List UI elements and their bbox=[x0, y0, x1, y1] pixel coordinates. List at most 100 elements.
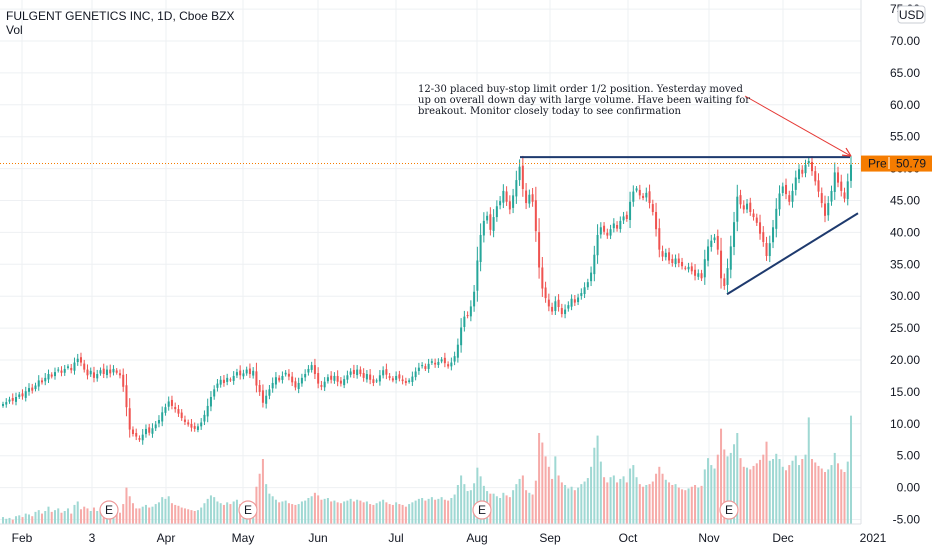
volume-bar bbox=[430, 497, 433, 524]
candle-body bbox=[248, 368, 251, 375]
candle-body bbox=[645, 192, 648, 198]
volume-bar bbox=[713, 468, 716, 524]
candle-body bbox=[606, 232, 609, 236]
candle-body bbox=[824, 203, 827, 216]
candle-body bbox=[632, 191, 635, 202]
candle-body bbox=[86, 369, 89, 376]
volume-bar bbox=[460, 475, 463, 524]
candle-body bbox=[684, 267, 687, 269]
candle-body bbox=[762, 232, 765, 242]
earnings-marker bbox=[472, 500, 492, 520]
candle-body bbox=[265, 395, 268, 404]
candle-body bbox=[619, 220, 622, 230]
volume-bar bbox=[752, 465, 755, 524]
volume-bar bbox=[690, 486, 693, 524]
candle-body bbox=[200, 422, 203, 427]
volume-bar bbox=[356, 499, 359, 524]
annotation-line-2: up on overall down day with large volume… bbox=[418, 95, 750, 106]
candle-body bbox=[378, 375, 381, 382]
volume-bar bbox=[183, 508, 186, 524]
volume-bar bbox=[226, 502, 229, 524]
volume-bar bbox=[434, 499, 437, 524]
volume-bar bbox=[378, 501, 381, 524]
volume-bar bbox=[469, 490, 472, 524]
volume-bar bbox=[92, 507, 95, 524]
volume-bar bbox=[573, 490, 576, 524]
volume-bar bbox=[843, 472, 846, 524]
volume-indicator-label: Vol bbox=[6, 23, 23, 37]
candle-body bbox=[479, 234, 482, 263]
volume-bar bbox=[729, 452, 732, 524]
candle-body bbox=[560, 308, 563, 315]
candle-body bbox=[177, 409, 180, 414]
candle-body bbox=[521, 165, 524, 190]
volume-bar bbox=[138, 508, 141, 524]
volume-bar bbox=[791, 460, 794, 524]
candle-body bbox=[755, 217, 758, 223]
volume-bar bbox=[76, 501, 79, 524]
candle-body bbox=[141, 434, 144, 441]
volume-bar bbox=[518, 478, 521, 524]
candle-body bbox=[443, 357, 446, 364]
volume-bar bbox=[801, 459, 804, 524]
candle-body bbox=[50, 374, 53, 377]
candle-body bbox=[476, 260, 479, 291]
volume-bar bbox=[846, 461, 849, 524]
volume-bar bbox=[440, 497, 443, 524]
volume-bar bbox=[255, 486, 258, 524]
volume-bar bbox=[668, 482, 671, 524]
candle-body bbox=[830, 190, 833, 202]
volume-bar bbox=[547, 466, 550, 524]
price-tick-label: 25.00 bbox=[890, 321, 920, 335]
candle-body bbox=[775, 208, 778, 229]
volume-bar bbox=[726, 456, 729, 524]
volume-bar bbox=[749, 469, 752, 524]
candle-body bbox=[190, 423, 193, 428]
volume-bar bbox=[450, 498, 453, 524]
price-tick-label: 10.00 bbox=[890, 417, 920, 431]
volume-bar bbox=[781, 466, 784, 524]
candle-body bbox=[125, 385, 128, 408]
candle-body bbox=[365, 374, 368, 380]
volume-bar bbox=[694, 485, 697, 524]
price-tick-label: 70.00 bbox=[890, 34, 920, 48]
volume-bar bbox=[817, 465, 820, 524]
candle-body bbox=[785, 184, 788, 195]
volume-bar bbox=[515, 484, 518, 524]
volume-bar bbox=[37, 510, 40, 524]
chart-title: FULGENT GENETICS INC, 1D, Cboe BZX bbox=[6, 9, 235, 23]
candle-body bbox=[375, 380, 378, 382]
candle-body bbox=[807, 160, 810, 164]
currency-button-frame bbox=[897, 5, 926, 24]
candle-body bbox=[469, 306, 472, 317]
volume-bar bbox=[313, 492, 316, 524]
candle-body bbox=[567, 305, 570, 309]
candle-body bbox=[196, 426, 199, 430]
candle-body bbox=[183, 419, 186, 422]
volume-bar bbox=[190, 510, 193, 524]
volume-bar bbox=[671, 485, 674, 524]
candle-body bbox=[310, 365, 313, 370]
candle-body bbox=[219, 379, 222, 385]
volume-bar bbox=[261, 459, 264, 524]
candle-body bbox=[668, 252, 671, 261]
volume-bar bbox=[372, 504, 375, 524]
price-tick-label: -5.00 bbox=[893, 513, 921, 527]
candle-body bbox=[105, 369, 108, 376]
candle-body bbox=[229, 379, 232, 381]
volume-bar bbox=[8, 517, 11, 524]
volume-bar bbox=[492, 493, 495, 524]
currency-button[interactable]: USD bbox=[897, 5, 926, 24]
volume-bar bbox=[27, 514, 30, 524]
volume-bar bbox=[586, 478, 589, 524]
volume-bar bbox=[326, 498, 329, 524]
earnings-marker-label: E bbox=[105, 503, 113, 517]
annotation-line-1: 12-30 placed buy-stop limit order 1/2 po… bbox=[418, 84, 743, 95]
volume-bar bbox=[274, 499, 277, 524]
volume-bar bbox=[499, 498, 502, 524]
candle-body bbox=[154, 424, 157, 429]
volume-bar bbox=[759, 459, 762, 524]
volume-bar bbox=[346, 500, 349, 524]
candle-body bbox=[369, 374, 372, 380]
volume-bar bbox=[664, 479, 667, 524]
